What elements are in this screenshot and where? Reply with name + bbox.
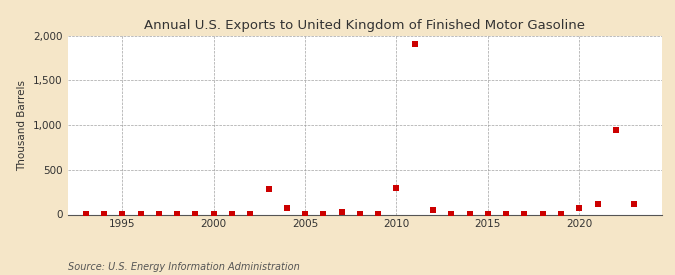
Point [336,210,347,214]
Point [592,202,603,207]
Point [263,186,274,191]
Title: Annual U.S. Exports to United Kingdom of Finished Motor Gasoline: Annual U.S. Exports to United Kingdom of… [144,19,585,32]
Point [519,212,530,216]
Text: Source: U.S. Energy Information Administration: Source: U.S. Energy Information Administ… [68,262,299,272]
Point [117,212,128,216]
Point [373,212,383,216]
Point [245,212,256,216]
Point [281,206,292,210]
Point [99,212,109,216]
Point [209,212,219,216]
Y-axis label: Thousand Barrels: Thousand Barrels [18,80,28,170]
Point [428,207,439,212]
Point [483,212,493,216]
Point [610,128,621,133]
Point [153,212,164,216]
Point [135,212,146,216]
Point [80,212,91,216]
Point [171,212,182,216]
Point [409,42,420,46]
Point [537,212,548,216]
Point [464,212,475,216]
Point [391,185,402,190]
Point [628,202,639,206]
Point [446,212,457,216]
Point [574,206,585,210]
Point [190,212,201,216]
Point [227,212,238,216]
Point [300,212,310,216]
Point [354,212,365,216]
Point [556,212,566,216]
Point [318,212,329,216]
Point [501,212,512,216]
